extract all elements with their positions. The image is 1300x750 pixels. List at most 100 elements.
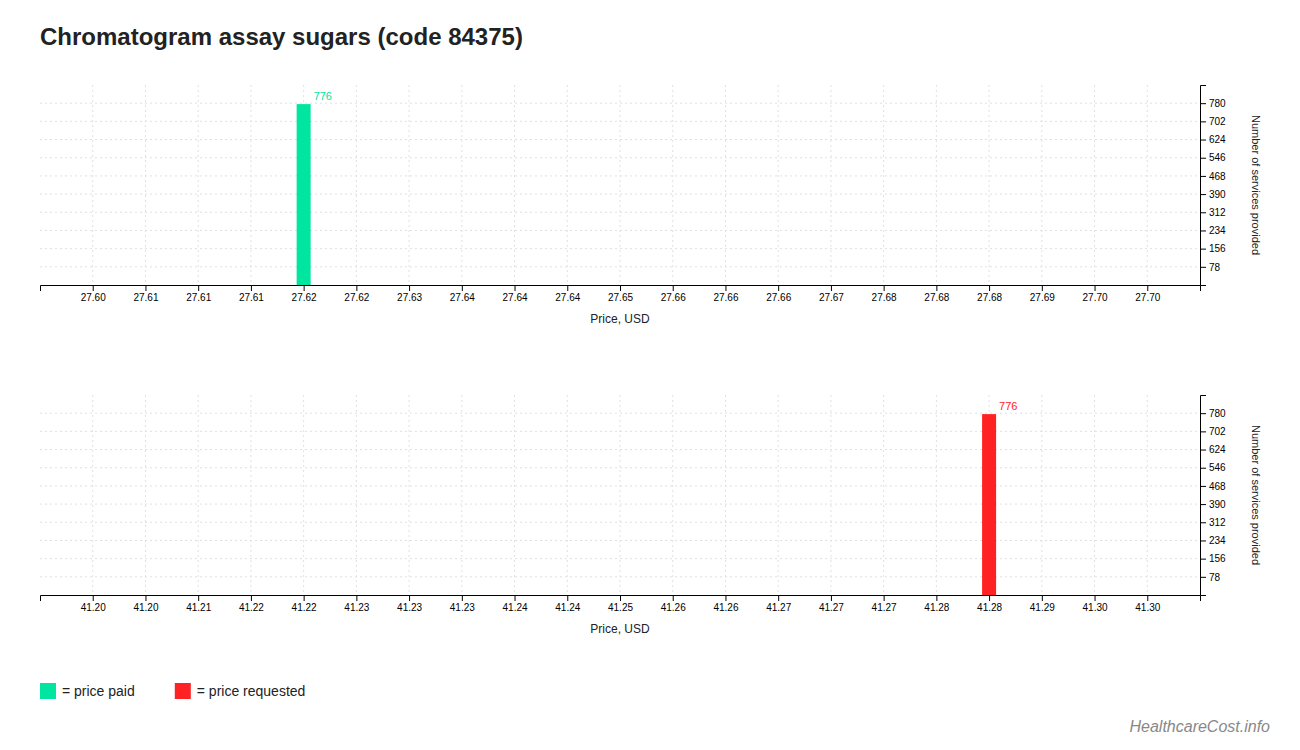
y-tick-mark bbox=[1200, 158, 1206, 159]
y-grid-line bbox=[40, 175, 1200, 176]
x-tick: 27.65 bbox=[608, 285, 633, 303]
y-tick-label: 624 bbox=[1209, 134, 1226, 145]
y-tick: 780 bbox=[1200, 98, 1226, 109]
x-tick: 41.22 bbox=[292, 595, 317, 613]
y-grid-line bbox=[40, 431, 1200, 432]
y-tick-label: 156 bbox=[1209, 553, 1226, 564]
x-tick-mark bbox=[936, 285, 937, 291]
x-tick-label: 41.23 bbox=[344, 602, 369, 613]
y-grid-line bbox=[40, 230, 1200, 231]
x-tick: 41.27 bbox=[766, 595, 791, 613]
x-tick-label: 41.21 bbox=[186, 602, 211, 613]
y-tick: 624 bbox=[1200, 134, 1226, 145]
x-tick-mark bbox=[1042, 595, 1043, 601]
x-grid-line bbox=[1094, 85, 1095, 285]
y-tick-mark bbox=[1200, 522, 1206, 523]
y-tick-label: 78 bbox=[1209, 572, 1221, 583]
x-grid-line bbox=[936, 395, 937, 595]
x-tick-label: 27.62 bbox=[344, 292, 369, 303]
x-tick-mark bbox=[831, 285, 832, 291]
y-tick: 468 bbox=[1200, 481, 1226, 492]
x-axis-line bbox=[41, 596, 1201, 602]
x-tick: 27.69 bbox=[1030, 285, 1055, 303]
x-tick: 41.29 bbox=[1030, 595, 1055, 613]
x-tick: 27.61 bbox=[239, 285, 264, 303]
y-tick-mark bbox=[1200, 540, 1206, 541]
x-tick-mark bbox=[462, 595, 463, 601]
data-label: 776 bbox=[999, 400, 1017, 412]
x-tick: 27.61 bbox=[186, 285, 211, 303]
x-tick-mark bbox=[356, 285, 357, 291]
y-tick-label: 468 bbox=[1209, 481, 1226, 492]
y-tick: 702 bbox=[1200, 116, 1226, 127]
x-grid-line bbox=[356, 395, 357, 595]
annotation: HealthcareCost.info bbox=[1129, 718, 1270, 735]
x-grid-line bbox=[250, 85, 251, 285]
y-tick-label: 780 bbox=[1209, 98, 1226, 109]
data-labels: 776 bbox=[999, 400, 1017, 412]
x-tick-mark bbox=[409, 595, 410, 601]
x-tick-label: 27.68 bbox=[872, 292, 897, 303]
y-tick-label: 546 bbox=[1209, 462, 1226, 473]
y-tick-label: 234 bbox=[1209, 535, 1226, 546]
x-tick-label: 27.62 bbox=[292, 292, 317, 303]
x-tick-label: 27.64 bbox=[450, 292, 475, 303]
x-tick-mark bbox=[620, 595, 621, 601]
y-tick: 390 bbox=[1200, 499, 1226, 510]
x-tick-label: 27.64 bbox=[503, 292, 528, 303]
x-tick-mark bbox=[93, 285, 94, 291]
x-tick-label: 27.66 bbox=[766, 292, 791, 303]
x-tick-label: 41.27 bbox=[766, 602, 791, 613]
y-tick-mark bbox=[1200, 121, 1206, 122]
y-tick: 780 bbox=[1200, 408, 1226, 419]
x-tick-label: 41.24 bbox=[503, 602, 528, 613]
x-tick-mark bbox=[567, 595, 568, 601]
x-grid-line bbox=[672, 395, 673, 595]
x-grid-line bbox=[198, 85, 199, 285]
x-tick-mark bbox=[1042, 285, 1043, 291]
y-grid-line bbox=[40, 504, 1200, 505]
x-tick: 41.30 bbox=[1083, 595, 1108, 613]
y-tick-label: 624 bbox=[1209, 444, 1226, 455]
x-grid-line bbox=[830, 85, 831, 285]
x-tick-mark bbox=[462, 285, 463, 291]
x-tick: 27.66 bbox=[766, 285, 791, 303]
y-tick-mark bbox=[1200, 194, 1206, 195]
x-grid-line bbox=[1041, 395, 1042, 595]
bar bbox=[982, 414, 996, 595]
x-axis-title: Price, USD bbox=[590, 622, 650, 636]
x-tick: 41.25 bbox=[608, 595, 633, 613]
y-tick: 312 bbox=[1200, 517, 1226, 528]
x-tick: 41.28 bbox=[977, 595, 1002, 613]
y-grid-line bbox=[40, 121, 1200, 122]
x-tick-label: 41.25 bbox=[608, 602, 633, 613]
x-tick-label: 41.24 bbox=[555, 602, 580, 613]
x-tick-mark bbox=[1095, 595, 1096, 601]
x-tick-mark bbox=[515, 595, 516, 601]
x-tick-mark bbox=[515, 285, 516, 291]
legend-swatch bbox=[40, 683, 56, 699]
x-tick-mark bbox=[673, 595, 674, 601]
y-tick-label: 390 bbox=[1209, 189, 1226, 200]
x-tick-label: 41.27 bbox=[872, 602, 897, 613]
x-grid-line bbox=[725, 85, 726, 285]
y-axis-title: Number of services provided bbox=[1250, 425, 1262, 565]
x-tick-label: 41.26 bbox=[661, 602, 686, 613]
y-tick: 78 bbox=[1200, 572, 1221, 583]
x-grid-line bbox=[567, 85, 568, 285]
x-tick-label: 27.66 bbox=[661, 292, 686, 303]
y-grid-line bbox=[40, 522, 1200, 523]
y-tick: 78 bbox=[1200, 262, 1221, 273]
x-grid-line bbox=[620, 395, 621, 595]
y-axis-title: Number of services provided bbox=[1250, 115, 1262, 255]
y-tick-mark bbox=[1200, 267, 1206, 268]
x-tick-mark bbox=[145, 285, 146, 291]
x-tick-label: 41.23 bbox=[397, 602, 422, 613]
bar bbox=[297, 104, 311, 285]
x-tick-mark bbox=[673, 285, 674, 291]
y-tick-mark bbox=[1200, 212, 1206, 213]
y-grid-line bbox=[40, 413, 1200, 414]
y-tick: 546 bbox=[1200, 152, 1226, 163]
y-grid-line bbox=[40, 576, 1200, 577]
y-grid-line bbox=[40, 467, 1200, 468]
